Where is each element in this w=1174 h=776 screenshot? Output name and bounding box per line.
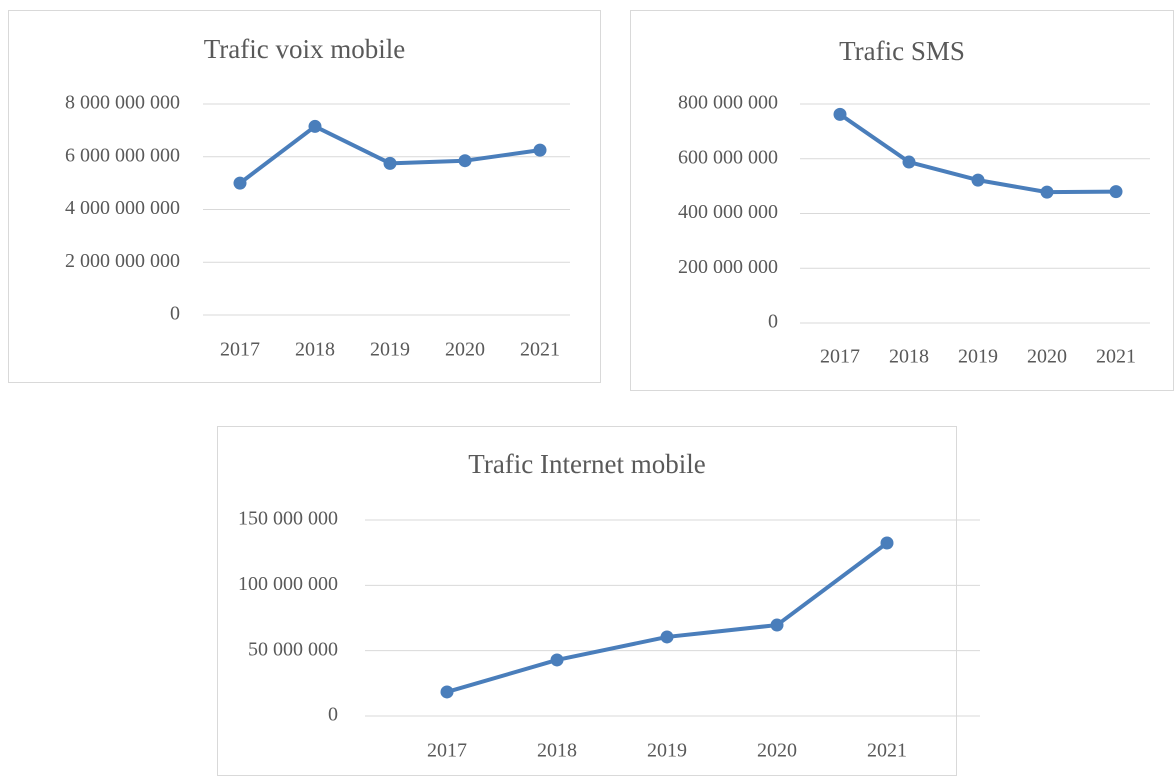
data-point xyxy=(770,618,784,632)
chart-frame xyxy=(217,426,957,776)
x-tick-label: 2020 xyxy=(757,740,797,762)
chart-frame xyxy=(8,10,601,383)
data-point xyxy=(880,536,894,550)
chart-title: Trafic voix mobile xyxy=(204,34,406,64)
x-tick-label: 2017 xyxy=(220,339,260,361)
data-point xyxy=(533,143,547,157)
y-tick-label: 200 000 000 xyxy=(678,256,778,278)
x-tick-label: 2021 xyxy=(1096,346,1136,368)
y-tick-label: 0 xyxy=(328,704,338,726)
x-tick-label: 2018 xyxy=(537,740,577,762)
y-tick-label: 150 000 000 xyxy=(238,508,338,530)
data-point xyxy=(383,156,397,170)
data-point xyxy=(458,154,472,168)
x-tick-label: 2020 xyxy=(445,339,485,361)
y-tick-label: 0 xyxy=(768,311,778,333)
data-point xyxy=(660,630,674,644)
y-tick-label: 400 000 000 xyxy=(678,201,778,223)
data-point xyxy=(971,173,985,187)
x-tick-label: 2021 xyxy=(520,339,560,361)
y-tick-label: 600 000 000 xyxy=(678,146,778,168)
x-tick-label: 2018 xyxy=(295,339,335,361)
x-tick-label: 2019 xyxy=(647,740,687,762)
x-tick-label: 2017 xyxy=(427,740,467,762)
y-tick-label: 2 000 000 000 xyxy=(65,250,180,272)
chart-frame xyxy=(630,10,1174,391)
x-tick-label: 2020 xyxy=(1027,346,1067,368)
x-tick-label: 2017 xyxy=(820,346,860,368)
data-point xyxy=(902,155,916,169)
y-tick-label: 0 xyxy=(170,303,180,325)
y-tick-label: 800 000 000 xyxy=(678,92,778,114)
data-point xyxy=(233,176,247,190)
y-tick-label: 100 000 000 xyxy=(238,573,338,595)
y-tick-label: 6 000 000 000 xyxy=(65,144,180,166)
data-point xyxy=(1109,185,1123,199)
y-tick-label: 8 000 000 000 xyxy=(65,92,180,114)
x-tick-label: 2019 xyxy=(370,339,410,361)
chart-title: Trafic Internet mobile xyxy=(468,449,705,479)
data-point xyxy=(1040,185,1054,199)
chart-title: Trafic SMS xyxy=(839,36,965,66)
data-point xyxy=(550,653,564,667)
y-tick-label: 4 000 000 000 xyxy=(65,197,180,219)
x-tick-label: 2021 xyxy=(867,740,907,762)
x-tick-label: 2019 xyxy=(958,346,998,368)
x-tick-label: 2018 xyxy=(889,346,929,368)
data-point xyxy=(833,107,847,121)
data-point xyxy=(440,685,454,699)
data-point xyxy=(308,119,322,133)
y-tick-label: 50 000 000 xyxy=(248,638,338,660)
